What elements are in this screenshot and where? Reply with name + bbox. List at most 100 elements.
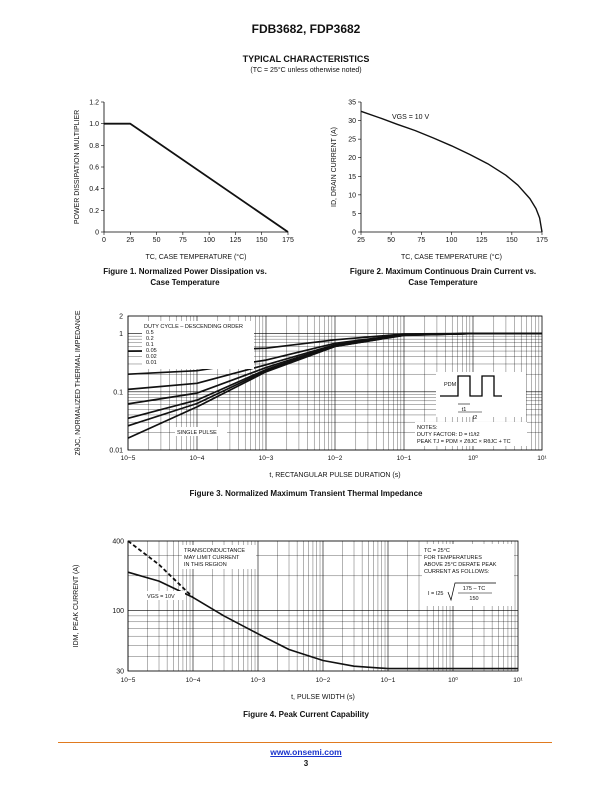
fig3-x-tick-label: 10−1	[397, 455, 412, 462]
fig2-y-tick-label: 25	[348, 137, 356, 144]
fig3-legend-entry: 0.02	[146, 354, 157, 360]
fig2-x-tick-label: 50	[387, 237, 395, 244]
fig3-legend-entry: 0.05	[146, 348, 157, 354]
fig4-derate-bg	[422, 544, 514, 606]
fig2-x-tick-label: 25	[357, 237, 365, 244]
fig3-pulse-waveform	[440, 375, 502, 397]
fig4-x-tick-label: 10−4	[186, 677, 201, 684]
fig4-x-tick-label: 10−3	[251, 677, 266, 684]
fig3-x-tick-label: 10⁰	[468, 454, 478, 462]
fig3-x-tick-label: 10−5	[121, 455, 136, 462]
fig1-x-tick-label: 25	[126, 237, 134, 244]
fig3-x-tick-label: 10−3	[259, 455, 274, 462]
fig1-x-tick-label: 175	[282, 237, 294, 244]
fig3-single-pulse-label: SINGLE PULSE	[177, 430, 217, 436]
fig4-derate-line2: FOR TEMPERATURES	[424, 555, 482, 561]
fig1-x-axis-label: TC, CASE TEMPERATURE (°C)	[146, 253, 247, 261]
fig1-y-tick-label: 0	[95, 230, 99, 237]
page-number: 3	[303, 759, 309, 768]
fig3-legend-bg	[142, 321, 254, 369]
figure-1-caption-line2: Case Temperature	[150, 278, 220, 287]
fig3-impedance-curve	[127, 332, 542, 439]
fig2-x-axis-label: TC, CASE TEMPERATURE (°C)	[401, 253, 502, 261]
part-number-header: FDB3682, FDP3682	[251, 22, 361, 36]
fig4-x-tick-label: 10−1	[381, 677, 396, 684]
fig4-derate-line4: CURRENT AS FOLLOWS:	[424, 569, 490, 575]
fig4-y-axis-label: IDM, PEAK CURRENT (A)	[73, 565, 80, 648]
fig4-note-bg	[182, 545, 256, 569]
figure-2-caption-line2: Case Temperature	[408, 278, 478, 287]
fig2-y-tick-label: 5	[352, 211, 356, 218]
fig1-x-tick-label: 75	[179, 237, 187, 244]
fig3-pulse-diagram-bg	[436, 372, 526, 417]
fig3-y-tick-label: 1	[119, 331, 123, 338]
fig3-pdm-label: PDM	[444, 382, 457, 388]
fig3-notes-line2: PEAK TJ = PDM × ZθJC × RθJC + TC	[417, 439, 511, 445]
fig1-y-tick-label: 0.8	[89, 143, 99, 150]
figure-2-caption: Figure 2. Maximum Continuous Drain Curre…	[318, 266, 568, 288]
fig3-frame	[127, 315, 543, 451]
fig4-note-line3: IN THIS REGION	[184, 562, 227, 568]
figure-1-caption: Figure 1. Normalized Power Dissipation v…	[60, 266, 310, 288]
fig2-y-tick-label: 15	[348, 174, 356, 181]
fig1-x-tick-label: 100	[203, 237, 215, 244]
fig4-note-line1: TRANSCONDUCTANCE	[184, 548, 245, 554]
fig3-notes-title: NOTES:	[417, 425, 438, 431]
fig2-x-tick-label: 125	[476, 237, 488, 244]
fig3-legend-entry: 0.5	[146, 330, 154, 336]
fig2-y-tick-label: 10	[348, 192, 356, 199]
fig1-x-tick-label: 50	[153, 237, 161, 244]
fig2-vgs-annotation: VGS = 10 V	[392, 114, 429, 121]
fig4-formula-lhs: I = I25	[428, 591, 443, 597]
fig3-single-pulse-bg	[175, 427, 227, 436]
footer-rule	[58, 742, 552, 743]
fig2-x-tick-label: 100	[446, 237, 458, 244]
fig4-y-tick-label: 100	[112, 608, 124, 615]
fig2-x-tick-label: 150	[506, 237, 518, 244]
fig4-derate-line1: TC = 25°C	[424, 548, 450, 554]
fig4-x-tick-label: 10⁰	[448, 676, 458, 684]
fig4-x-tick-label: 10−2	[316, 677, 331, 684]
fig3-legend-entry: 0.2	[146, 336, 154, 342]
section-title: TYPICAL CHARACTERISTICS	[242, 54, 370, 64]
fig3-x-tick-label: 10−2	[328, 455, 343, 462]
fig1-y-tick-label: 1.2	[89, 100, 99, 107]
fig2-y-tick-label: 30	[348, 118, 356, 125]
fig4-x-tick-label: 10¹	[513, 677, 523, 684]
fig4-formula-denominator: 150	[469, 596, 478, 602]
fig2-y-tick-label: 20	[348, 155, 356, 162]
fig4-frame	[127, 540, 519, 672]
fig3-x-tick-label: 10¹	[537, 455, 547, 462]
fig3-y-tick-label: 2	[119, 314, 123, 321]
fig4-formula-radical	[447, 582, 496, 602]
fig2-y-tick-label: 35	[348, 100, 356, 107]
fig1-x-tick-label: 150	[256, 237, 268, 244]
fig1-derating-curve	[104, 122, 289, 233]
fig3-y-axis-label: ZθJC, NORMALIZED THERMAL IMPEDANCE	[75, 310, 82, 455]
fig1-y-axis-label: POWER DISSIPATION MULTIPLIER	[74, 110, 81, 224]
fig2-x-tick-label: 175	[536, 237, 548, 244]
fig4-vgs-bg	[145, 591, 185, 600]
fig3-y-tick-label: 0.01	[109, 448, 123, 455]
fig4-vgs-label: VGS = 10V	[147, 594, 175, 600]
fig3-legend-title: DUTY CYCLE – DESCENDING ORDER	[144, 324, 243, 330]
fig3-t2-label: t2	[473, 415, 478, 421]
fig3-x-tick-label: 10−4	[190, 455, 205, 462]
fig1-x-tick-label: 125	[230, 237, 242, 244]
fig1-y-tick-label: 0.4	[89, 186, 99, 193]
fig3-t1-label: t1	[462, 407, 467, 413]
fig2-y-tick-label: 0	[352, 230, 356, 237]
fig2-x-tick-label: 75	[417, 237, 425, 244]
figure-2-caption-line1: Figure 2. Maximum Continuous Drain Curre…	[349, 267, 537, 276]
footer-website-link[interactable]: www.onsemi.com	[270, 747, 342, 757]
figure-4-caption: Figure 4. Peak Current Capability	[243, 710, 369, 719]
fig1-x-tick-label: 0	[102, 237, 106, 244]
fig4-derate-line3: ABOVE 25°C DERATE PEAK	[424, 562, 497, 568]
fig4-formula-numerator: 175 – TC	[463, 586, 486, 592]
fig4-note-line2: MAY LIMIT CURRENT	[184, 555, 240, 561]
fig3-notes-bg	[415, 422, 527, 446]
fig1-y-tick-label: 0.6	[89, 165, 99, 172]
fig4-x-axis-label: t, PULSE WIDTH (s)	[291, 694, 355, 701]
fig3-y-tick-label: 0.1	[113, 389, 123, 396]
